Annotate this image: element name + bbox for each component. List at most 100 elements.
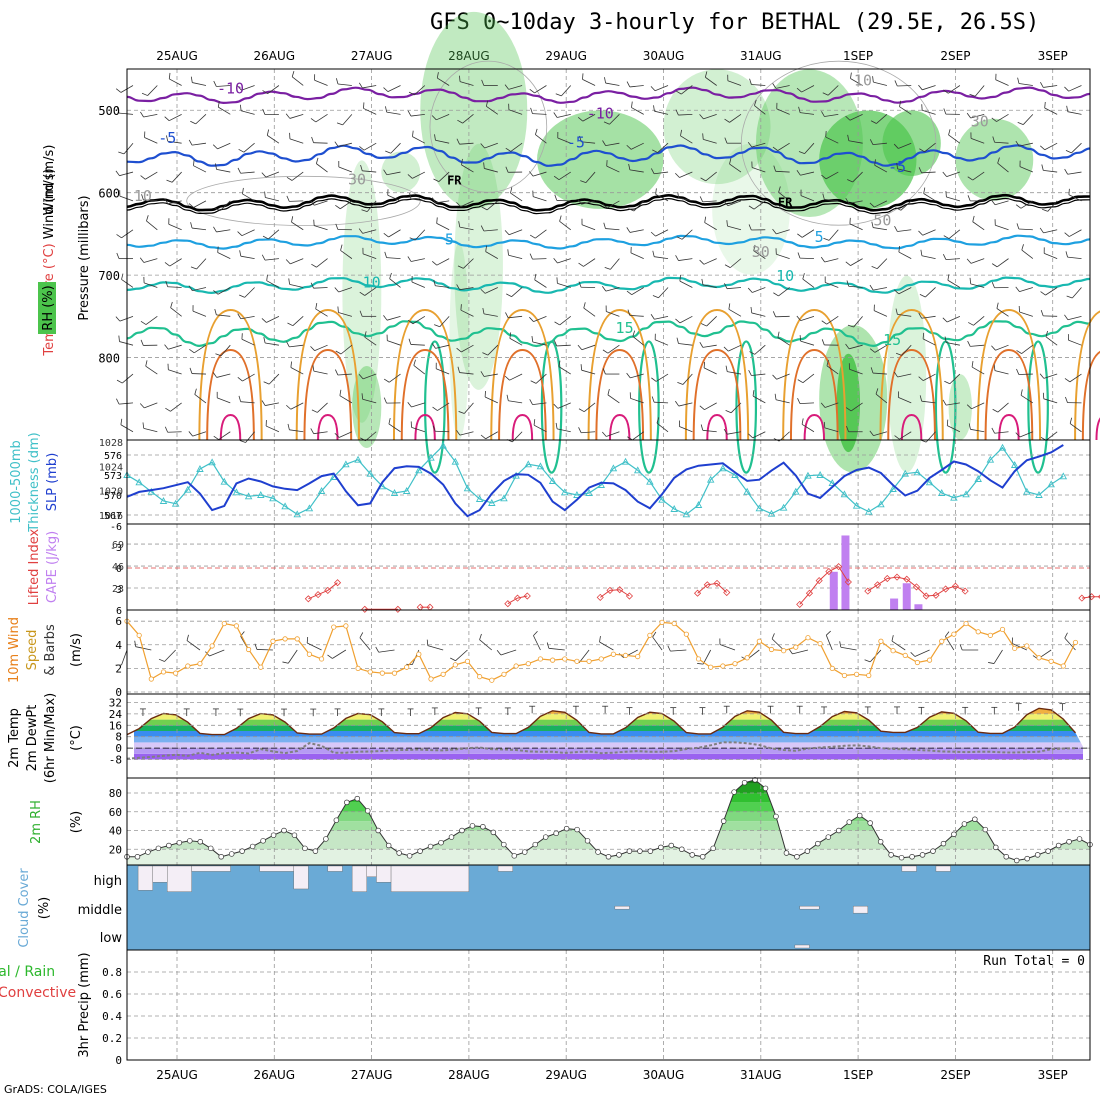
thickness-point <box>706 475 715 483</box>
wind-barb <box>532 113 547 115</box>
wind-barb <box>214 308 217 315</box>
rh-point <box>323 836 329 842</box>
rh-point <box>438 839 444 846</box>
wind-barb <box>389 278 401 288</box>
wind-barb <box>676 236 683 240</box>
wind-barb <box>510 192 523 202</box>
wind-barb <box>772 374 777 380</box>
wind-barb <box>171 171 182 183</box>
temp-contour-low-level <box>900 413 923 441</box>
wind-barb <box>383 315 388 321</box>
wind-barb <box>972 221 985 231</box>
wind-barb <box>776 253 790 260</box>
wind-barb <box>362 170 377 173</box>
wind-barb <box>240 110 255 115</box>
cloud-gap <box>614 905 630 910</box>
thickness-point <box>524 460 533 468</box>
rh-point <box>637 848 643 854</box>
wind-barb <box>480 225 485 232</box>
wind-barb <box>654 339 669 346</box>
wind-barb <box>607 344 620 354</box>
thickness-point <box>937 489 946 496</box>
wind-barb <box>194 344 207 354</box>
lifted-index-point <box>513 594 522 602</box>
wind-barb <box>438 171 450 182</box>
wind-barb <box>848 200 863 204</box>
wind-barb <box>602 203 608 209</box>
wind-barb <box>334 287 339 293</box>
wind-barb <box>508 85 523 90</box>
surface-wind-barb <box>164 649 176 662</box>
wind-barb <box>557 137 571 144</box>
wind-barb <box>824 258 839 263</box>
wind-barb <box>1039 373 1045 379</box>
wind-barb <box>264 191 266 198</box>
precip-tick-label: 0 <box>115 1054 122 1067</box>
wind-barb <box>850 258 863 266</box>
wind-speed-point <box>197 661 203 667</box>
wind-barb <box>285 259 291 265</box>
rh-point <box>825 834 832 840</box>
lifted-index-point <box>504 600 512 608</box>
rh-point <box>490 829 497 836</box>
wind-barb <box>918 84 923 91</box>
rh-point <box>584 838 591 844</box>
surface-wind-barb <box>158 658 165 662</box>
wind-barb <box>754 344 766 355</box>
wind-barb <box>970 283 985 288</box>
rh-band <box>127 779 1090 784</box>
rh-point <box>909 853 915 860</box>
wind-barb <box>412 171 426 179</box>
lifted-index-point <box>912 583 921 591</box>
wind-barb <box>893 371 898 378</box>
wind-barb <box>558 360 561 367</box>
wind-barb <box>943 235 950 239</box>
wind-barb <box>192 142 207 146</box>
wind-barb <box>220 344 231 357</box>
wind-barb <box>585 171 596 183</box>
wind-barb <box>486 200 499 211</box>
wind-barb <box>773 165 777 172</box>
wind-barb <box>777 142 790 151</box>
wind-barb <box>431 260 438 266</box>
isotherm-label: 10 <box>776 267 794 285</box>
rh-point <box>176 839 183 846</box>
wind-barb <box>215 353 222 357</box>
thickness-point <box>171 499 180 507</box>
rh-point <box>469 823 476 829</box>
wind-barb <box>266 129 270 136</box>
wind-barb <box>703 367 717 375</box>
wind-barb <box>456 284 460 290</box>
wind-speed-point <box>525 661 531 667</box>
wind-barb <box>556 428 571 433</box>
wind-barb <box>359 291 365 296</box>
thickness-point <box>208 458 216 466</box>
wind-barb <box>337 83 352 86</box>
wind-barb <box>1016 368 1020 375</box>
thickness-point <box>889 485 897 492</box>
wind-speed-point <box>246 646 252 653</box>
wind-barb <box>1043 398 1058 404</box>
surface-wind-barb <box>254 643 258 650</box>
wind-barb <box>1018 228 1033 231</box>
wind-barb <box>190 266 197 270</box>
thickness-point <box>998 443 1007 451</box>
wind-barb <box>143 113 158 118</box>
wind-barb <box>824 402 839 408</box>
ylabel-cloud-units: (%) <box>37 897 52 920</box>
wind-barb <box>193 165 207 173</box>
lifted-index-point <box>616 586 624 594</box>
wind-speed-point <box>537 656 544 662</box>
wind-barb <box>630 397 644 404</box>
cloud-gap <box>935 865 951 872</box>
wind-barb <box>388 373 401 383</box>
wind-barb <box>605 287 620 292</box>
wind-barb <box>724 283 728 289</box>
wind-barb <box>702 200 717 203</box>
temp-tick-label: 32 <box>109 697 122 710</box>
date-label-bottom: 29AUG <box>545 1068 587 1082</box>
rh-point <box>940 840 947 847</box>
ylabel-wind10-2: Speed <box>25 630 40 671</box>
rh-point <box>846 819 852 825</box>
wind-barb <box>338 166 353 173</box>
